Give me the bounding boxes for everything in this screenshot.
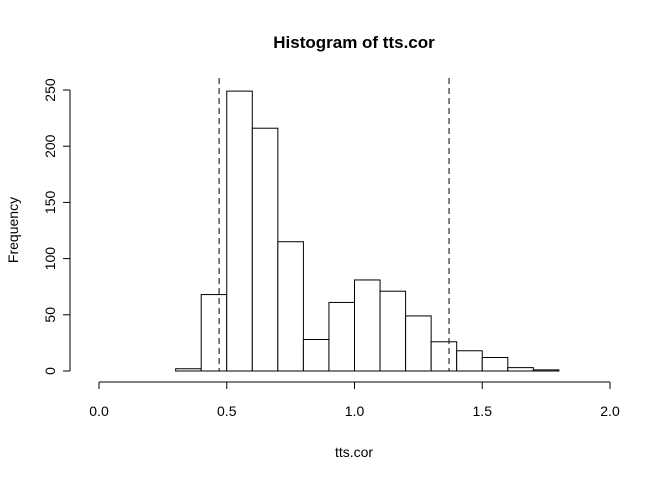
- x-axis: 0.0 0.5 1.0 1.5 2.0: [89, 381, 620, 419]
- y-tick-label-5: 250: [42, 78, 58, 102]
- y-tick-label-2: 100: [42, 247, 58, 271]
- histogram-bar-5: [302, 339, 330, 372]
- y-tick-label-0: 0: [42, 367, 58, 375]
- histogram-bar-12: [481, 357, 509, 372]
- y-tick-label-3: 150: [42, 191, 58, 215]
- histogram-bar-0: [175, 368, 202, 372]
- y-axis: 0 50 100 150 200 250: [42, 78, 71, 375]
- x-tick-label-2: 1.0: [345, 403, 365, 419]
- x-tick-label-3: 1.5: [473, 403, 493, 419]
- histogram-bar-13: [507, 367, 534, 372]
- x-tick-label-1: 0.5: [217, 403, 237, 419]
- reference-lines-group: [218, 78, 450, 371]
- histogram-bar-4: [277, 241, 304, 372]
- chart-title: Histogram of tts.cor: [273, 33, 435, 52]
- y-axis-label: Frequency: [5, 197, 21, 263]
- histogram-bar-6: [328, 301, 356, 372]
- histogram-bar-7: [354, 279, 381, 372]
- histogram-bar-14: [532, 369, 560, 372]
- y-tick-label-1: 50: [42, 307, 58, 323]
- histogram-bar-2: [226, 90, 253, 372]
- histogram-bar-8: [379, 290, 407, 372]
- x-tick-label-0: 0.0: [89, 403, 109, 419]
- histogram-bar-1: [200, 294, 228, 372]
- bars-group: [175, 90, 560, 372]
- histogram-bar-11: [456, 350, 483, 372]
- x-axis-label: tts.cor: [335, 444, 373, 460]
- histogram-bar-10: [430, 341, 458, 372]
- histogram-bar-3: [251, 127, 279, 372]
- histogram-bar-9: [405, 315, 432, 372]
- y-tick-label-4: 200: [42, 134, 58, 158]
- x-tick-label-4: 2.0: [600, 403, 620, 419]
